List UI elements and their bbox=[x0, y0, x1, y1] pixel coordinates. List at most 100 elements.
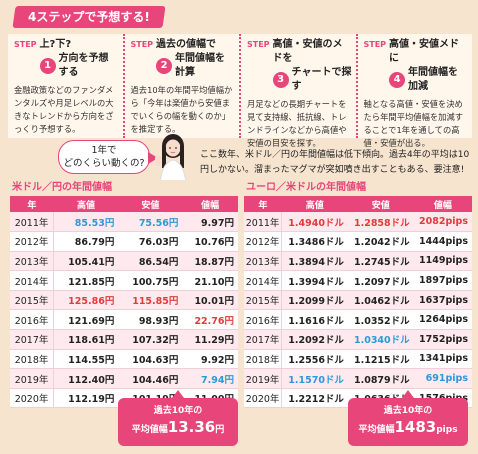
cell-range: 2082pips bbox=[413, 212, 472, 233]
cell-range: 22.76円 bbox=[182, 309, 238, 331]
cell-low: 1.2858ドル bbox=[347, 212, 414, 233]
step-tag: STEP bbox=[130, 40, 154, 49]
column-header: 高値 bbox=[281, 196, 348, 212]
cell-range: 1637pips bbox=[413, 290, 472, 311]
cell-high: 121.85円 bbox=[53, 270, 119, 291]
cell-high: 1.3894ドル bbox=[281, 251, 348, 272]
cell-high: 86.79円 bbox=[53, 231, 119, 252]
cell-low: 115.85円 bbox=[118, 290, 183, 311]
cell-year: 2018年 bbox=[10, 349, 55, 370]
cell-high: 125.86円 bbox=[53, 290, 119, 311]
eurusd-average-box: 過去10年の 平均値幅1483pips bbox=[348, 398, 468, 446]
cell-high: 105.41円 bbox=[53, 251, 119, 272]
column-header: 安値 bbox=[118, 196, 183, 212]
step-tag: STEP bbox=[14, 40, 37, 49]
cell-range: 1444pips bbox=[413, 231, 472, 252]
commentary-text: ここ数年、米ドル／円の年間値幅は低下傾向。過去4年の平均は10円しかない。溜まっ… bbox=[200, 150, 470, 175]
cell-year: 2019年 bbox=[244, 368, 283, 389]
table-row: 2011年 1.4940ドル 1.2858ドル 2082pips bbox=[244, 212, 472, 233]
cell-range: 691pips bbox=[413, 368, 472, 389]
cell-year: 2019年 bbox=[10, 368, 55, 389]
steps-panel: STEP 上?下? 1 方向を予想する 金融政策などのファンダメンタルズや月足レベルの大… bbox=[8, 34, 472, 148]
cell-low: 1.1215ドル bbox=[347, 349, 414, 370]
table-row: 2012年 1.3486ドル 1.2042ドル 1444pips bbox=[244, 231, 472, 252]
step-number: 3 bbox=[272, 72, 289, 88]
table-header-row: 年高値 安値 値幅 bbox=[10, 196, 238, 212]
cell-year: 2020年 bbox=[10, 388, 55, 409]
cell-range: 9.97円 bbox=[182, 212, 238, 233]
cell-year: 2016年 bbox=[10, 309, 55, 331]
usdjpy-average-box: 過去10年の 平均値幅13.36円 bbox=[118, 398, 238, 446]
cell-year: 2018年 bbox=[244, 349, 283, 370]
usdjpy-table-panel: 米ドル／円の年間値幅 年高値 安値 値幅 2011年 85.53円 75.56円 9.97円… bbox=[10, 180, 238, 409]
cell-year: 2015年 bbox=[10, 290, 55, 311]
cell-high: 1.1570ドル bbox=[281, 368, 348, 389]
section-title: 4ステップで予想する! bbox=[12, 6, 166, 28]
column-header: 値幅 bbox=[182, 196, 238, 212]
table-row: 2013年 105.41円 86.54円 18.87円 bbox=[10, 251, 238, 272]
table-row: 2013年 1.3894ドル 1.2745ドル 1149pips bbox=[244, 251, 472, 272]
cell-range: 21.10円 bbox=[182, 270, 238, 291]
cell-high: 1.4940ドル bbox=[281, 212, 348, 233]
cell-range: 10.01円 bbox=[182, 290, 238, 311]
table-row: 2011年 85.53円 75.56円 9.97円 bbox=[10, 212, 238, 233]
table-row: 2019年 112.40円 104.46円 7.94円 bbox=[10, 368, 238, 389]
column-header: 安値 bbox=[347, 196, 414, 212]
person-illustration bbox=[155, 134, 187, 184]
step-4: STEP 高値・安値メドに 4 年間値幅を加減 軸となる高値・安値を決めたら年間平均値幅… bbox=[357, 34, 472, 148]
cell-range: 1897pips bbox=[413, 270, 472, 291]
step-description: 金融政策などのファンダメンタルズや月足レベルの大きなトレンドから方向をざっくり予… bbox=[14, 85, 114, 134]
cell-high: 114.55円 bbox=[53, 349, 119, 370]
usdjpy-average-tail bbox=[172, 390, 184, 398]
cell-range: 18.87円 bbox=[182, 251, 238, 272]
cell-year: 2017年 bbox=[10, 329, 55, 350]
cell-low: 104.46円 bbox=[118, 368, 183, 389]
step-title-2: 方向を予想する bbox=[58, 53, 109, 78]
column-header: 高値 bbox=[53, 196, 119, 212]
eurusd-table: 年高値 安値 値幅 2011年 1.4940ドル 1.2858ドル 2082pips 2012… bbox=[244, 196, 472, 409]
cell-low: 1.2745ドル bbox=[347, 251, 414, 272]
usdjpy-average-value: 13.36 bbox=[167, 418, 216, 436]
usdjpy-table-title: 米ドル／円の年間値幅 bbox=[10, 180, 238, 196]
column-header: 値幅 bbox=[413, 196, 472, 212]
cell-year: 2011年 bbox=[10, 212, 55, 233]
step-title-1: 高値・安値メドに bbox=[389, 39, 460, 64]
cell-range: 1149pips bbox=[413, 251, 472, 272]
cell-low: 107.32円 bbox=[118, 329, 183, 350]
column-header: 年 bbox=[244, 196, 282, 212]
step-2: STEP 過去の値幅で 2 年間値幅を計算 過去10年の年間平均値幅から「今年は楽値から… bbox=[124, 34, 241, 138]
step-title-1: 上?下? bbox=[39, 39, 72, 50]
cell-high: 1.2092ドル bbox=[281, 329, 348, 350]
step-title-1: 過去の値幅で bbox=[156, 39, 217, 50]
cell-year: 2013年 bbox=[10, 251, 55, 272]
step-description: 月足などの長期チャートを見て支持線、抵抗線、トレンドラインなどから高値や安値の目… bbox=[247, 99, 347, 148]
cell-range: 7.94円 bbox=[182, 368, 238, 389]
cell-range: 1264pips bbox=[413, 309, 472, 331]
cell-high: 1.2556ドル bbox=[281, 349, 348, 370]
cell-range: 1341pips bbox=[413, 349, 472, 370]
table-row: 2018年 1.2556ドル 1.1215ドル 1341pips bbox=[244, 349, 472, 370]
cell-year: 2012年 bbox=[10, 231, 55, 252]
cell-range: 1752pips bbox=[413, 329, 472, 350]
step-description: 軸となる高値・安値を決めたら年間平均値幅を加減することで1年を通しての高値・安値… bbox=[363, 99, 464, 148]
cell-low: 75.56円 bbox=[118, 212, 183, 233]
step-number: 1 bbox=[39, 58, 56, 74]
step-title-2: 年間値幅を加減 bbox=[408, 67, 459, 92]
cell-high: 85.53円 bbox=[53, 212, 119, 233]
cell-high: 112.19円 bbox=[53, 388, 119, 409]
table-row: 2016年 1.1616ドル 1.0352ドル 1264pips bbox=[244, 309, 472, 331]
step-number: 2 bbox=[156, 58, 173, 74]
cell-low: 1.2097ドル bbox=[347, 270, 414, 291]
cell-low: 1.2042ドル bbox=[347, 231, 414, 252]
table-row: 2017年 1.2092ドル 1.0340ドル 1752pips bbox=[244, 329, 472, 350]
table-row: 2015年 125.86円 115.85円 10.01円 bbox=[10, 290, 238, 311]
table-row: 2019年 1.1570ドル 1.0879ドル 691pips bbox=[244, 368, 472, 389]
cell-low: 1.0879ドル bbox=[347, 368, 414, 389]
cell-low: 1.0352ドル bbox=[347, 309, 414, 331]
table-row: 2017年 118.61円 107.32円 11.29円 bbox=[10, 329, 238, 350]
cell-year: 2013年 bbox=[244, 251, 283, 272]
step-tag: STEP bbox=[363, 40, 387, 49]
usdjpy-table: 年高値 安値 値幅 2011年 85.53円 75.56円 9.97円 2012年 86.79円… bbox=[10, 196, 238, 409]
table-row: 2012年 86.79円 76.03円 10.76円 bbox=[10, 231, 238, 252]
cell-high: 118.61円 bbox=[53, 329, 119, 350]
